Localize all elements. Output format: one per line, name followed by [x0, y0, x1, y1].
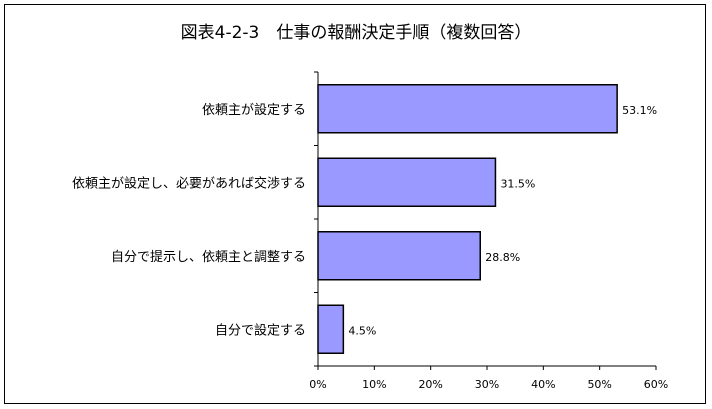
x-tick-label: 30% — [475, 378, 499, 391]
value-label: 53.1% — [622, 104, 657, 117]
x-tick-label: 0% — [309, 378, 326, 391]
value-label: 4.5% — [348, 324, 376, 337]
category-label: 自分で提示し、依頼主と調整する — [111, 249, 306, 265]
bar — [317, 304, 345, 354]
bar — [317, 231, 481, 281]
chart-title: 図表4-2-3 仕事の報酬決定手順（複数回答） — [180, 23, 532, 43]
x-tick-label: 40% — [531, 378, 555, 391]
x-tick-label: 60% — [644, 378, 668, 391]
bar — [317, 84, 618, 134]
value-label: 28.8% — [485, 251, 520, 264]
category-label: 自分で設定する — [215, 322, 306, 338]
bar — [317, 157, 497, 207]
value-label: 31.5% — [500, 177, 535, 190]
x-tick-label: 10% — [362, 378, 386, 391]
x-tick-label: 50% — [587, 378, 611, 391]
x-tick-label: 20% — [418, 378, 442, 391]
category-label: 依頼主が設定し、必要があれば交渉する — [72, 175, 306, 191]
category-label: 依頼主が設定する — [202, 102, 306, 118]
